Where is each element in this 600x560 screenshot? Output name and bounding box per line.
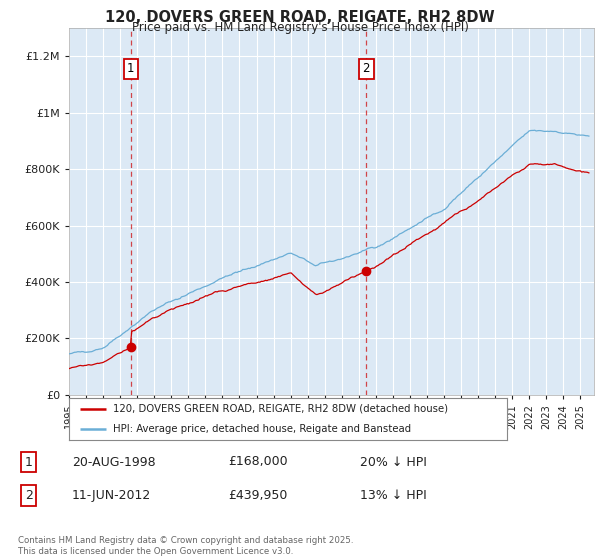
Text: £439,950: £439,950 — [228, 489, 287, 502]
Text: 11-JUN-2012: 11-JUN-2012 — [72, 489, 151, 502]
Text: £168,000: £168,000 — [228, 455, 287, 469]
Text: 20-AUG-1998: 20-AUG-1998 — [72, 455, 155, 469]
Text: 120, DOVERS GREEN ROAD, REIGATE, RH2 8DW (detached house): 120, DOVERS GREEN ROAD, REIGATE, RH2 8DW… — [113, 404, 448, 414]
Text: 1: 1 — [127, 62, 134, 76]
Text: 13% ↓ HPI: 13% ↓ HPI — [360, 489, 427, 502]
Text: 20% ↓ HPI: 20% ↓ HPI — [360, 455, 427, 469]
Text: 2: 2 — [25, 489, 33, 502]
Text: 2: 2 — [362, 62, 370, 76]
Text: 120, DOVERS GREEN ROAD, REIGATE, RH2 8DW: 120, DOVERS GREEN ROAD, REIGATE, RH2 8DW — [105, 10, 495, 25]
Text: Contains HM Land Registry data © Crown copyright and database right 2025.
This d: Contains HM Land Registry data © Crown c… — [18, 536, 353, 556]
Text: HPI: Average price, detached house, Reigate and Banstead: HPI: Average price, detached house, Reig… — [113, 424, 411, 434]
Text: Price paid vs. HM Land Registry's House Price Index (HPI): Price paid vs. HM Land Registry's House … — [131, 21, 469, 34]
Text: 1: 1 — [25, 455, 33, 469]
